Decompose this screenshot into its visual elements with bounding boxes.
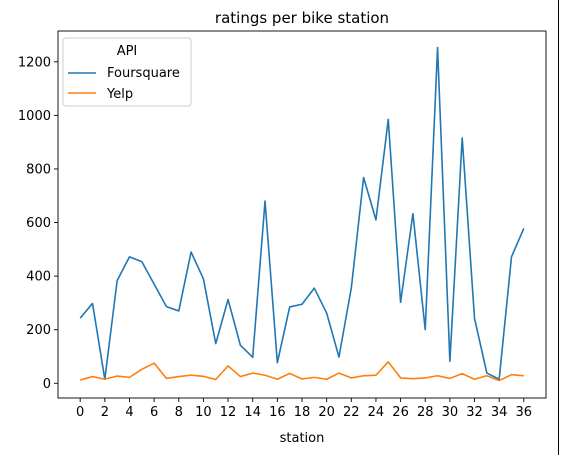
x-tick-label: 36 (516, 405, 533, 420)
x-tick-label: 8 (175, 405, 183, 420)
x-tick-label: 2 (101, 405, 109, 420)
x-tick-label: 22 (343, 405, 360, 420)
x-tick-label: 30 (442, 405, 459, 420)
x-axis-label: station (280, 431, 325, 446)
legend-box (62, 37, 192, 107)
y-tick-label: 1200 (18, 55, 51, 70)
window-edge (558, 0, 559, 455)
x-tick-label: 28 (417, 405, 434, 420)
legend-title: API (117, 44, 138, 59)
y-tick-label: 400 (26, 270, 51, 285)
x-tick-label: 16 (269, 405, 286, 420)
chart-title: ratings per bike station (215, 9, 389, 27)
x-tick-label: 0 (76, 405, 84, 420)
x-tick-label: 32 (466, 405, 483, 420)
y-tick-label: 200 (26, 323, 51, 338)
y-axis: 0 200 400 600 800 1000 1200 (18, 55, 58, 392)
plot-lines (79, 46, 525, 382)
x-tick-label: 14 (244, 405, 261, 420)
x-tick-label: 6 (150, 405, 158, 420)
x-tick-label: 26 (392, 405, 409, 420)
y-tick-label: 0 (43, 377, 51, 392)
x-tick-label: 18 (294, 405, 311, 420)
x-axis: 0 2 4 6 8 10 12 14 16 18 20 22 24 26 28 30 32 34 36 (76, 398, 532, 420)
series-line-foursquare (79, 46, 525, 381)
x-tick-label: 24 (368, 405, 385, 420)
y-tick-label: 600 (26, 216, 51, 231)
series-line-yelp (79, 361, 524, 382)
legend-label-yelp: Yelp (106, 87, 133, 102)
y-tick-label: 800 (26, 162, 51, 177)
x-tick-label: 10 (195, 405, 212, 420)
x-tick-label: 20 (318, 405, 335, 420)
x-tick-label: 34 (491, 405, 508, 420)
legend-label-foursquare: Foursquare (107, 66, 180, 81)
legend: API Foursquare Yelp (62, 37, 192, 107)
y-tick-label: 1000 (18, 109, 51, 124)
x-tick-label: 4 (125, 405, 133, 420)
x-tick-label: 12 (220, 405, 237, 420)
